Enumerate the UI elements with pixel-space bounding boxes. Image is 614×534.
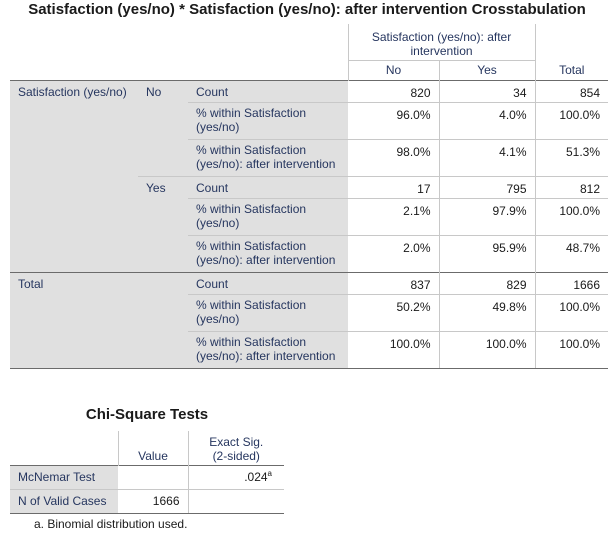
cell-value: 1666	[118, 488, 188, 514]
cell-value: 854	[534, 79, 609, 102]
cell-value: 2.1%	[348, 197, 440, 235]
cell-value: 34	[438, 79, 536, 102]
cell-value: 812	[534, 175, 609, 198]
cell-value: 820	[348, 79, 440, 102]
col-group-header: Satisfaction (yes/no): after interventio…	[347, 24, 536, 60]
stat-label-within-col: % within Satisfaction (yes/no): after in…	[188, 234, 349, 272]
cell-value: 49.8%	[438, 293, 536, 331]
crosstab-title: Satisfaction (yes/no) * Satisfaction (ye…	[28, 1, 586, 18]
cell-value: 2.0%	[348, 234, 440, 272]
crosstab-table: Satisfaction (yes/no): after interventio…	[10, 24, 609, 369]
stat-label-within-row: % within Satisfaction (yes/no)	[188, 101, 349, 139]
cell-value: 100.0%	[438, 330, 536, 369]
cell-value: 795	[438, 175, 536, 198]
cell-value	[118, 464, 188, 489]
chisq-title: Chi-Square Tests	[85, 406, 209, 423]
footnote-marker: a	[267, 469, 272, 478]
row-group-no: No	[138, 79, 188, 176]
cell-value: .024a	[187, 464, 284, 489]
cell-value: 48.7%	[534, 234, 609, 272]
cell-value: 98.0%	[348, 138, 440, 176]
cell-value	[187, 488, 284, 514]
stat-label-within-row: % within Satisfaction (yes/no)	[188, 197, 349, 235]
footnote: a. Binomial distribution used.	[34, 517, 188, 531]
cell-value: 17	[348, 175, 440, 198]
row-group-yes: Yes	[138, 175, 188, 272]
sig-value: .024	[244, 470, 268, 484]
chisq-col-value: Value	[117, 431, 188, 465]
cell-value: 100.0%	[348, 330, 440, 369]
col-header-no: No	[347, 59, 440, 80]
cell-value: 829	[438, 271, 536, 294]
cell-value: 837	[348, 271, 440, 294]
cell-value: 1666	[534, 271, 609, 294]
stat-label-count: Count	[188, 79, 349, 102]
cell-value: 96.0%	[348, 101, 440, 139]
stat-label-count: Count	[188, 175, 349, 198]
stat-label-within-row: % within Satisfaction (yes/no)	[188, 293, 349, 331]
cell-value: 100.0%	[534, 330, 609, 369]
chisq-row-mcnemar: McNemar Test	[10, 464, 118, 489]
col-header-yes: Yes	[438, 59, 536, 80]
chisq-table: Value Exact Sig. (2-sided) McNemar Test …	[10, 431, 284, 514]
col-header-total: Total	[534, 60, 609, 80]
row-total-label: Total	[10, 271, 188, 369]
chisq-row-n: N of Valid Cases	[10, 488, 118, 514]
cell-value: 100.0%	[534, 101, 609, 139]
cell-value: 100.0%	[534, 197, 609, 235]
cell-value: 50.2%	[348, 293, 440, 331]
cell-value: 95.9%	[438, 234, 536, 272]
cell-value: 4.1%	[438, 138, 536, 176]
stat-label-count: Count	[188, 271, 349, 294]
stat-label-within-col: % within Satisfaction (yes/no): after in…	[188, 138, 349, 176]
cell-value: 97.9%	[438, 197, 536, 235]
cell-value: 4.0%	[438, 101, 536, 139]
row-variable-label: Satisfaction (yes/no)	[10, 79, 138, 272]
chisq-col-sig: Exact Sig. (2-sided)	[187, 431, 284, 465]
cell-value: 100.0%	[534, 293, 609, 331]
stat-label-within-col: % within Satisfaction (yes/no): after in…	[188, 330, 349, 369]
cell-value: 51.3%	[534, 138, 609, 176]
